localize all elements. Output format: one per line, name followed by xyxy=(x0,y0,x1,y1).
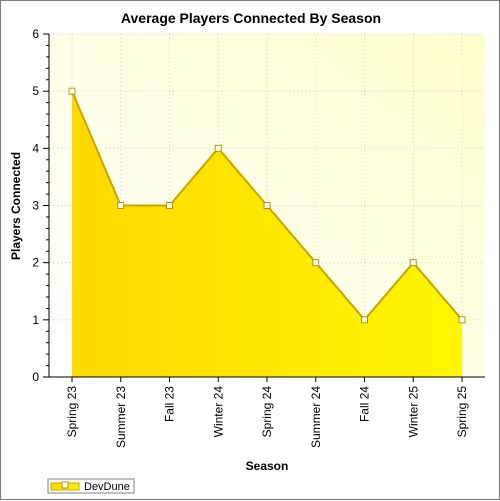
x-tick-label: Summer 24 xyxy=(309,386,323,448)
area-fill xyxy=(72,91,462,378)
x-tick-label: Fall 24 xyxy=(358,386,372,422)
data-markers xyxy=(68,87,466,324)
x-tick-label: Fall 23 xyxy=(163,386,177,422)
data-point xyxy=(312,259,320,267)
x-tick-label: Winter 25 xyxy=(406,386,420,438)
y-tick-label: 5 xyxy=(32,84,39,98)
x-tick-label: Spring 25 xyxy=(455,386,469,438)
y-tick-label: 1 xyxy=(32,313,39,327)
x-tick-label: Winter 24 xyxy=(211,386,225,438)
legend-label: DevDune xyxy=(84,481,130,493)
x-tick-label: Summer 23 xyxy=(114,386,128,448)
x-tick-label: Spring 24 xyxy=(260,386,274,438)
x-tick-label: Spring 23 xyxy=(65,386,79,438)
data-point xyxy=(458,316,466,324)
y-tick-label: 3 xyxy=(32,199,39,213)
x-tick-labels: Spring 23 Summer 23 Fall 23 Winter 24 Spring… xyxy=(65,386,469,448)
data-point xyxy=(263,202,271,209)
chart-title: Average Players Connected By Season xyxy=(121,10,381,26)
y-axis-title: Players Connected xyxy=(9,152,23,260)
data-point xyxy=(214,144,222,152)
y-tick-label: 0 xyxy=(32,370,39,384)
data-point xyxy=(361,316,368,324)
data-point xyxy=(117,202,125,209)
y-tick-label: 6 xyxy=(32,27,39,41)
x-axis-title: Season xyxy=(246,459,289,473)
legend: DevDune xyxy=(47,478,135,494)
data-point xyxy=(68,87,76,95)
y-tick-labels: 0 1 2 3 4 5 6 xyxy=(32,27,39,384)
data-point xyxy=(409,259,417,267)
y-tick-label: 2 xyxy=(32,256,39,270)
data-point xyxy=(166,202,173,209)
axes xyxy=(43,33,485,382)
y-tick-label: 4 xyxy=(32,141,39,155)
legend-marker xyxy=(61,481,69,489)
